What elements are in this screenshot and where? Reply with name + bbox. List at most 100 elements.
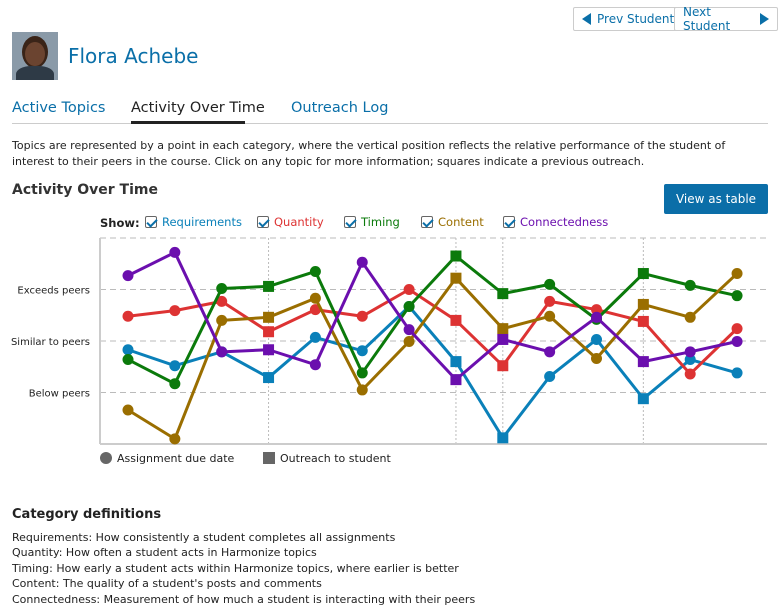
outreach-point[interactable]	[497, 323, 509, 335]
toggle-content[interactable]: Content	[421, 215, 484, 229]
outreach-point[interactable]	[263, 344, 275, 356]
section-title: Activity Over Time	[12, 182, 158, 198]
assignment-point[interactable]	[169, 360, 181, 372]
outreach-point[interactable]	[637, 298, 649, 310]
checkbox-checked-icon	[257, 216, 269, 228]
assignment-point[interactable]	[169, 378, 181, 390]
assignment-point[interactable]	[216, 314, 228, 326]
prev-label: Prev Student	[597, 12, 675, 26]
outreach-point[interactable]	[637, 393, 649, 405]
assignment-point[interactable]	[403, 324, 415, 336]
assignment-point[interactable]	[309, 265, 321, 277]
assignment-point[interactable]	[309, 292, 321, 304]
assignment-point[interactable]	[684, 354, 696, 366]
outreach-point[interactable]	[263, 280, 275, 292]
assignment-point[interactable]	[356, 310, 368, 322]
assignment-point[interactable]	[544, 295, 556, 307]
arrow-right-icon	[760, 13, 769, 25]
outreach-point[interactable]	[450, 356, 462, 368]
definition-item: Timing: How early a student acts within …	[12, 561, 459, 575]
assignment-point[interactable]	[356, 384, 368, 396]
outreach-point[interactable]	[497, 360, 509, 372]
assignment-point[interactable]	[731, 323, 743, 335]
assignment-point[interactable]	[403, 336, 415, 348]
assignment-point[interactable]	[122, 310, 134, 322]
y-tick-label: Below peers	[29, 389, 90, 400]
outreach-point[interactable]	[263, 311, 275, 323]
assignment-point[interactable]	[356, 345, 368, 357]
outreach-point[interactable]	[497, 432, 509, 444]
y-tick-label: Similar to peers	[11, 337, 90, 348]
show-label: Show:	[100, 216, 140, 230]
assignment-point[interactable]	[122, 354, 134, 366]
outreach-point[interactable]	[637, 315, 649, 327]
assignment-point[interactable]	[122, 270, 134, 282]
assignment-point[interactable]	[731, 336, 743, 348]
definition-item: Content: The quality of a student's post…	[12, 577, 322, 590]
assignment-point[interactable]	[309, 331, 321, 343]
assignment-point[interactable]	[122, 344, 134, 356]
toggle-quantity[interactable]: Quantity	[257, 215, 324, 229]
outreach-point[interactable]	[497, 288, 509, 300]
assignment-point[interactable]	[403, 284, 415, 295]
arrow-left-icon	[582, 13, 591, 25]
assignment-point[interactable]	[216, 295, 228, 307]
active-tab-indicator	[131, 121, 245, 124]
assignment-point[interactable]	[591, 353, 602, 365]
assignment-point[interactable]	[216, 346, 228, 358]
assignment-point[interactable]	[684, 368, 696, 380]
assignment-point[interactable]	[544, 371, 556, 383]
view-as-table-label: View as table	[675, 192, 757, 206]
toggle-connectedness[interactable]: Connectedness	[503, 215, 608, 229]
outreach-point[interactable]	[450, 374, 462, 386]
assignment-point[interactable]	[216, 282, 228, 294]
assignment-point[interactable]	[169, 305, 181, 317]
assignment-point[interactable]	[122, 404, 134, 416]
tab-activity-over-time[interactable]: Activity Over Time	[131, 100, 265, 116]
assignment-point[interactable]	[684, 346, 696, 358]
assignment-point[interactable]	[356, 367, 368, 379]
assignment-point[interactable]	[544, 346, 556, 358]
assignment-point[interactable]	[684, 311, 696, 323]
assignment-point[interactable]	[684, 279, 696, 291]
checkbox-checked-icon	[421, 216, 433, 228]
tab-divider	[12, 123, 768, 124]
assignment-point[interactable]	[591, 304, 602, 316]
assignment-point[interactable]	[169, 246, 181, 258]
toggle-requirements[interactable]: Requirements	[145, 215, 242, 229]
assignment-point[interactable]	[731, 367, 743, 379]
definition-item: Requirements: How consistently a student…	[12, 530, 396, 544]
assignment-point[interactable]	[731, 290, 743, 302]
outreach-point[interactable]	[637, 268, 649, 280]
assignment-point[interactable]	[403, 300, 415, 312]
toggle-label: Quantity	[274, 215, 324, 229]
definition-item: Quantity: How often a student acts in Ha…	[12, 546, 317, 559]
outreach-point[interactable]	[450, 314, 462, 326]
definitions-title: Category definitions	[12, 507, 162, 522]
prev-student-button[interactable]: Prev Student	[573, 7, 684, 31]
outreach-point[interactable]	[637, 356, 649, 368]
assignment-point[interactable]	[591, 311, 602, 323]
assignment-point[interactable]	[169, 433, 181, 445]
assignment-point[interactable]	[356, 256, 368, 268]
legend-label: Outreach to student	[280, 452, 392, 465]
assignment-point[interactable]	[544, 310, 556, 322]
next-student-button[interactable]: Next Student	[674, 5, 778, 33]
toggle-timing[interactable]: Timing	[344, 215, 400, 229]
toggle-label: Content	[438, 215, 484, 229]
tab-outreach-log[interactable]: Outreach Log	[291, 100, 389, 116]
outreach-point[interactable]	[497, 333, 509, 345]
series-line-content	[127, 272, 739, 441]
view-as-table-button[interactable]: View as table	[664, 184, 768, 214]
outreach-point[interactable]	[263, 372, 275, 384]
series-line-quantity	[127, 288, 739, 376]
toggle-label: Requirements	[162, 215, 242, 229]
assignment-point[interactable]	[544, 278, 556, 290]
tab-active-topics[interactable]: Active Topics	[12, 100, 106, 116]
assignment-point[interactable]	[309, 359, 321, 371]
outreach-point[interactable]	[450, 272, 462, 284]
outreach-point[interactable]	[263, 326, 275, 338]
assignment-point[interactable]	[591, 333, 602, 345]
outreach-point[interactable]	[450, 250, 462, 262]
assignment-point[interactable]	[731, 268, 743, 280]
